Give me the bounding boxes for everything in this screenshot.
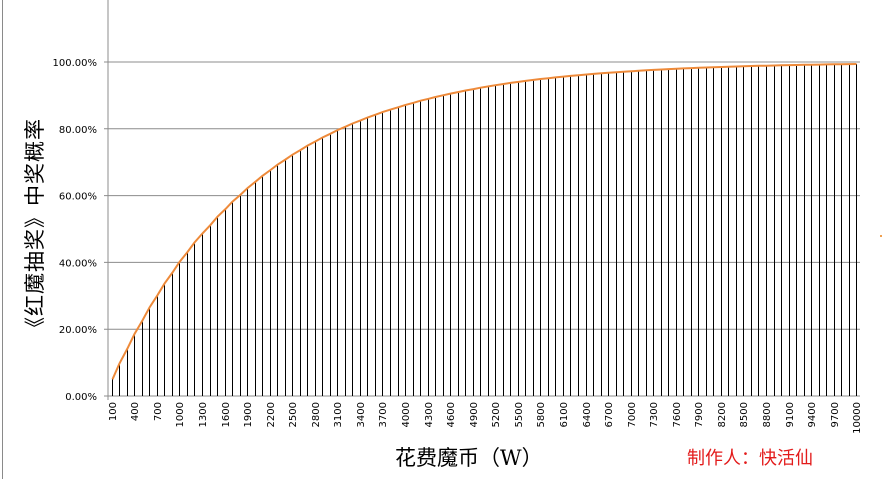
stray-marker — [880, 235, 882, 237]
x-tick-label: 3100 — [333, 402, 344, 427]
y-tick-label: 0.00% — [65, 392, 97, 403]
x-tick-label: 4900 — [469, 402, 480, 427]
x-tick-label: 1900 — [243, 402, 254, 427]
author-credit: 制作人：快活仙 — [687, 448, 813, 469]
x-tick-label: 8200 — [717, 402, 728, 427]
x-tick-label: 7300 — [649, 402, 660, 427]
y-tick-label: 20.00% — [59, 325, 97, 336]
x-tick-label: 5500 — [514, 402, 525, 427]
x-tick-label: 5800 — [536, 402, 547, 427]
y-tick-label: 100.00% — [53, 58, 98, 69]
y-tick-label: 80.00% — [59, 125, 97, 136]
chart-frame-border — [2, 0, 3, 479]
gridlines — [104, 61, 860, 397]
x-tick-label: 1000 — [175, 402, 186, 427]
x-tick-label: 3400 — [356, 402, 367, 427]
x-tick-label: 2200 — [266, 402, 277, 427]
y-tick-label: 60.00% — [59, 192, 97, 203]
y-tick-label: 40.00% — [59, 258, 97, 269]
x-tick-label: 1300 — [198, 402, 209, 427]
x-tick-labels: 100 400 700 1000 1300 1600 1900 2200 2500 2800 310… — [108, 402, 863, 434]
x-tick-label: 4600 — [446, 402, 457, 427]
x-tick-label: 4300 — [424, 402, 435, 427]
y-axis-title-text: 《红魔抽奖》中奖概率 — [23, 118, 47, 338]
x-tick-label: 7600 — [672, 402, 683, 427]
x-tick-label: 10000 — [852, 402, 863, 434]
bar-series — [112, 63, 857, 396]
y-axis-title: 《红魔抽奖》中奖概率 — [14, 0, 54, 479]
x-tick-label: 6400 — [582, 402, 593, 427]
x-tick-label: 4000 — [401, 402, 412, 427]
x-tick-label: 9400 — [807, 402, 818, 427]
x-tick-label: 700 — [153, 402, 164, 421]
x-tick-label: 6700 — [604, 402, 615, 427]
x-tick-label: 3700 — [378, 402, 389, 427]
x-tick-label: 8500 — [739, 402, 750, 427]
x-tick-label: 5200 — [491, 402, 502, 427]
x-tick-label: 100 — [108, 402, 119, 421]
x-tick-label: 7900 — [694, 402, 705, 427]
x-tick-label: 9700 — [830, 402, 841, 427]
x-tick-label: 7000 — [627, 402, 638, 427]
x-tick-label: 2800 — [311, 402, 322, 427]
x-tick-label: 400 — [130, 402, 141, 421]
probability-curve — [111, 63, 857, 380]
x-tick-label: 1600 — [221, 402, 232, 427]
x-tick-label: 8800 — [762, 402, 773, 427]
x-tick-label: 6100 — [559, 402, 570, 427]
x-tick-label: 9100 — [785, 402, 796, 427]
x-tick-label: 2500 — [288, 402, 299, 427]
x-axis-title: 花费魔币（W） — [395, 446, 543, 470]
